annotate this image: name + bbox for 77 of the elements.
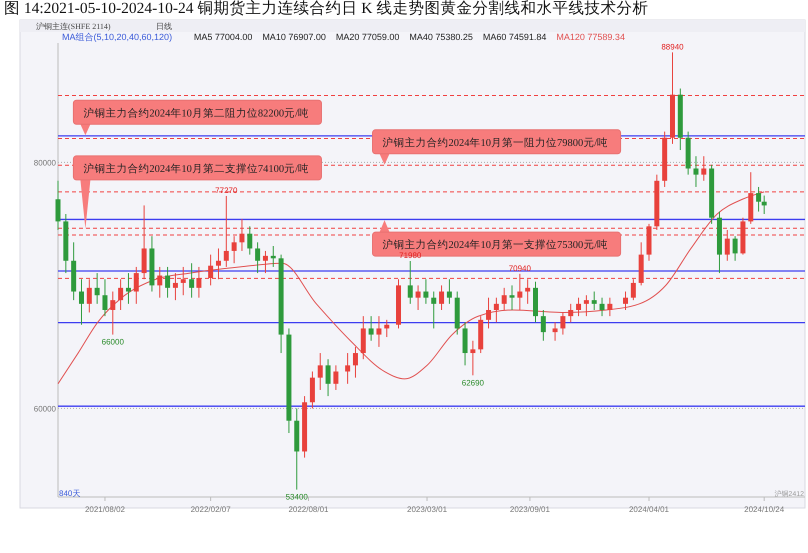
candlestick — [494, 297, 499, 323]
text: MA60 74591.84 — [482, 32, 546, 42]
candlestick — [568, 303, 574, 323]
x-tick-label: 2022/08/01 — [288, 505, 330, 514]
text: MA10 76907.00 — [262, 32, 326, 42]
candlestick — [352, 346, 358, 378]
candlestick — [189, 262, 194, 298]
x-tick-label: 2022/02/07 — [190, 505, 232, 514]
chart-title: 图 14:2021-05-10-2024-10-24 铜期货主力连续合约日 K 线走势图黄金分割线和水平线技术分析 — [4, 0, 648, 17]
candlestick — [126, 272, 131, 304]
text: 沪铜主连(SHFE 2114) — [36, 22, 111, 31]
annotation: 沪铜主力合约2024年10月第一阻力位79800元/吨 — [382, 136, 608, 149]
candlestick — [439, 284, 444, 310]
x-tick-label: 2024/10/24 — [744, 505, 785, 514]
candlestick — [732, 236, 738, 262]
candlestick — [134, 266, 139, 304]
candlestick — [446, 278, 452, 304]
candlestick — [408, 260, 413, 304]
annotation: 62690 — [462, 378, 485, 388]
candlestick — [576, 297, 582, 317]
candlestick — [384, 319, 390, 338]
candlestick — [560, 312, 566, 336]
annotation: 70940 — [508, 264, 532, 273]
y-tick-label: 80000 — [34, 158, 57, 168]
candlestick — [592, 291, 597, 310]
candlestick — [102, 278, 108, 317]
annotation: 53400 — [286, 492, 308, 502]
candlestick — [470, 340, 476, 376]
candlestick — [333, 364, 338, 390]
candlestick — [607, 297, 612, 317]
candlestick — [486, 297, 492, 329]
candlestick — [416, 284, 421, 310]
annotation: 沪铜主力合约2024年10月第一支撑位75300元/吨 — [382, 238, 608, 252]
text: MA组合(5,10,20,40,60,120) — [62, 32, 172, 42]
y-tick-label: 60000 — [34, 404, 57, 414]
annotation: 沪铜主力合约2024年10月第二支撑位74100元/吨 — [83, 162, 310, 175]
candlestick — [510, 284, 515, 310]
candlestick — [584, 294, 589, 317]
text: MA20 77059.00 — [336, 32, 400, 42]
candlestick — [423, 278, 428, 304]
candlestick — [368, 316, 374, 342]
candlestick — [78, 278, 84, 326]
candlestick — [600, 297, 605, 317]
annotation: 沪铜主力合约2024年10月第二阻力位82200元/吨 — [83, 106, 310, 120]
candlestick — [56, 180, 60, 231]
candlestick — [165, 266, 170, 298]
x-tick-label: 2023/09/01 — [510, 505, 550, 514]
candlestick — [762, 195, 767, 215]
candlestick — [110, 291, 116, 336]
candlestick — [94, 272, 100, 304]
candlestick — [262, 250, 268, 274]
candlestick — [255, 242, 260, 274]
text: MA5 77004.00 — [194, 32, 252, 42]
text: 日线 — [156, 22, 172, 31]
text: MA40 75380.25 — [409, 32, 473, 42]
annotation: 840天 — [59, 489, 80, 498]
annotation: 88940 — [661, 42, 684, 52]
candlestick — [247, 226, 252, 256]
candlestick — [502, 287, 507, 310]
text: MA120 77589.34 — [556, 32, 625, 42]
candlestick — [326, 358, 331, 397]
x-tick-label: 2024/04/01 — [628, 505, 670, 514]
candlestick — [431, 291, 436, 329]
candlestick — [318, 352, 323, 390]
candlestick — [118, 278, 124, 310]
candlestick — [345, 352, 350, 384]
annotation: 77270 — [215, 186, 238, 195]
candlestick — [693, 156, 698, 188]
candlestick — [540, 309, 546, 342]
candlestick — [270, 246, 276, 268]
candlestick — [756, 186, 762, 212]
candlestick — [552, 322, 558, 342]
x-tick-label: 2021/08/02 — [84, 505, 126, 514]
x-tick-label: 2023/03/01 — [407, 505, 448, 514]
candlestick — [376, 316, 382, 348]
candlestick — [623, 291, 628, 310]
annotation: 66000 — [102, 338, 124, 347]
